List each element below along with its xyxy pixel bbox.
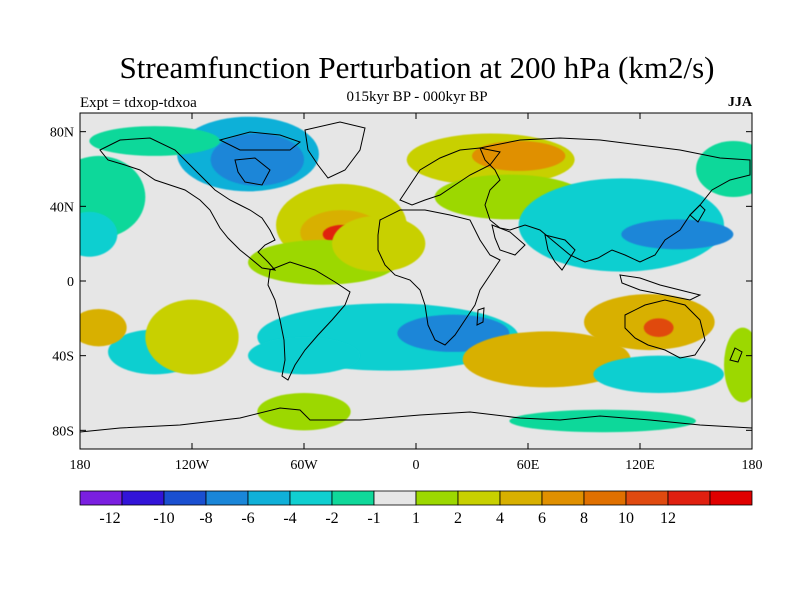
- colorbar-box-5: [289, 490, 333, 506]
- field-blob-2: [89, 126, 220, 156]
- field-blob-27: [509, 409, 696, 433]
- lon-tick-label-2: 60W: [290, 458, 318, 473]
- field-blob-24: [80, 309, 127, 347]
- lon-tick-label-0: 180: [70, 458, 91, 473]
- coastline-asia: [479, 137, 751, 263]
- colorbar-box-12: [583, 490, 627, 506]
- colorbar-box-7: [373, 490, 417, 506]
- colorbar-box-8: [415, 490, 459, 506]
- colorbar-box-14: [667, 490, 711, 506]
- colorbar-box-0: [79, 490, 123, 506]
- lon-tick-label-6: 180: [742, 458, 763, 473]
- coastline-arctic-islands: [218, 131, 302, 151]
- field-blob-14: [621, 219, 734, 250]
- colorbar-label-10: 6: [538, 510, 546, 527]
- season-label: JJA: [727, 95, 752, 110]
- lon-tick-label-4: 60E: [517, 458, 540, 473]
- lon-tick-label-3: 0: [413, 458, 420, 473]
- coastline-arabia: [491, 224, 526, 256]
- coastline-north-america: [99, 137, 277, 271]
- colorbar-box-3: [205, 490, 249, 506]
- coastline-greenland: [304, 121, 366, 179]
- coastline-japan: [689, 204, 706, 223]
- colorbar: -12 -10 -8 -6 -4 -2 -1 1 2 4 6 8 10 12: [79, 490, 753, 527]
- colorbar-box-13: [625, 490, 669, 506]
- field-blob-18: [248, 337, 360, 375]
- coastline-australia: [624, 299, 706, 359]
- lat-tick-label-3: 40S: [52, 350, 74, 365]
- colorbar-box-2: [163, 490, 207, 506]
- lat-tick-label-1: 40N: [50, 200, 74, 215]
- field-blob-4: [80, 211, 118, 257]
- colorbar-box-9: [457, 490, 501, 506]
- lat-tick-label-2: 0: [67, 275, 74, 290]
- colorbar-label-8: 2: [454, 510, 462, 527]
- colorbar-label-9: 4: [496, 510, 504, 527]
- colorbar-label-13: 12: [660, 510, 676, 527]
- field-blob-25: [145, 299, 239, 375]
- colorbar-label-0: -12: [99, 510, 120, 527]
- lon-tick-label-1: 120W: [175, 458, 210, 473]
- coastlines: [80, 121, 752, 433]
- field-blob-15: [696, 141, 752, 197]
- lat-tick-label-0: 80N: [50, 126, 74, 141]
- field-blob-26: [257, 393, 351, 431]
- colorbar-label-3: -6: [241, 510, 254, 527]
- streamfunction-field: [80, 113, 752, 449]
- coastline-new-zealand: [729, 347, 743, 363]
- colorbar-box-10: [499, 490, 543, 506]
- colorbar-label-1: -10: [153, 510, 174, 527]
- field-blob-28: [724, 327, 752, 403]
- field-blob-22: [643, 318, 674, 337]
- field-blob-23: [593, 355, 725, 394]
- coastline-madagascar: [476, 307, 485, 326]
- coastline-india: [544, 234, 576, 271]
- lon-tick-label-5: 120E: [625, 458, 655, 473]
- coastline-south-america: [267, 261, 351, 381]
- chart-title: Streamfunction Perturbation at 200 hPa (…: [119, 50, 715, 85]
- colorbar-label-7: 1: [412, 510, 420, 527]
- colorbar-box-1: [121, 490, 165, 506]
- colorbar-label-2: -8: [199, 510, 212, 527]
- colorbar-box-6: [331, 490, 375, 506]
- coastline-antarctica: [80, 407, 752, 433]
- chart-subtitle: 015kyr BP - 000kyr BP: [346, 89, 488, 105]
- axis-ticks: 80N 40N 0 40S 80S 180 120W 60W 0 60E 120E 180: [50, 113, 763, 473]
- colorbar-box-4: [247, 490, 291, 506]
- colorbar-box-15: [709, 490, 753, 506]
- colorbar-label-12: 10: [618, 510, 634, 527]
- colorbar-label-6: -1: [367, 510, 380, 527]
- experiment-label: Expt = tdxop-tdxoa: [80, 95, 197, 111]
- field-blob-20: [462, 331, 631, 388]
- colorbar-label-11: 8: [580, 510, 588, 527]
- coastline-europe: [399, 147, 501, 206]
- field-blob-11: [472, 141, 566, 171]
- coastline-maritime-continent: [619, 274, 702, 301]
- field-blob-9: [332, 215, 426, 272]
- colorbar-label-4: -4: [283, 510, 296, 527]
- coastline-africa: [377, 209, 501, 346]
- coastline-hudson-bay: [234, 157, 271, 186]
- colorbar-label-5: -2: [325, 510, 338, 527]
- lat-tick-label-4: 80S: [52, 424, 74, 439]
- colorbar-box-11: [541, 490, 585, 506]
